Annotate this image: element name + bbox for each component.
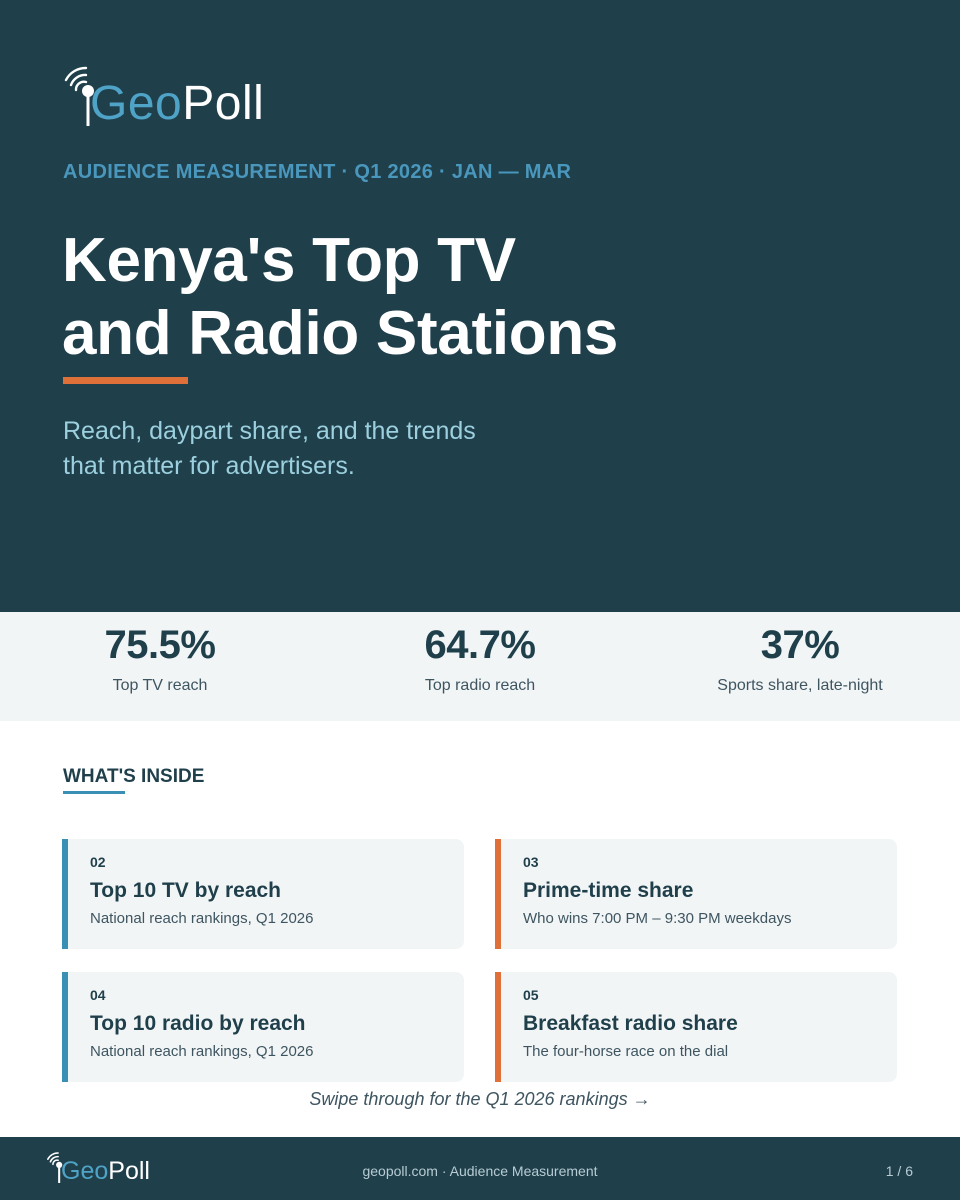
stat-label: Sports share, late-night	[717, 677, 883, 694]
signal-pin-icon	[45, 1152, 63, 1184]
page-title: Kenya's Top TV and Radio Stations	[62, 224, 618, 370]
card-description: National reach rankings, Q1 2026	[90, 1043, 314, 1060]
card-accent-bar	[495, 839, 501, 949]
title-line-2: and Radio Stations	[62, 299, 619, 368]
footer-geopoll-logo: GeoPoll	[45, 1152, 150, 1184]
card-description: The four-horse race on the dial	[523, 1043, 729, 1060]
card-top-tv[interactable]: 02 Top 10 TV by reach National reach ran…	[62, 839, 464, 949]
section-heading: WHAT'S INSIDE	[63, 766, 205, 787]
card-top-radio[interactable]: 04 Top 10 radio by reach National reach …	[62, 972, 464, 1082]
card-accent-bar	[495, 972, 501, 1082]
hero-panel: GeoPoll AUDIENCE MEASUREMENT · Q1 2026 ·…	[0, 0, 960, 612]
logo-poll-text: Poll	[108, 1157, 150, 1185]
signal-pin-icon	[62, 66, 94, 128]
card-description: National reach rankings, Q1 2026	[90, 910, 314, 927]
logo-geo-text: Geo	[90, 77, 183, 130]
card-title: Top 10 radio by reach	[90, 1012, 306, 1035]
subtitle: Reach, daypart share, and the trends tha…	[63, 414, 476, 484]
stat-sports-share: 37% Sports share, late-night	[640, 622, 960, 695]
stat-value: 75.5%	[104, 623, 216, 667]
card-title: Breakfast radio share	[523, 1012, 738, 1035]
card-number: 02	[90, 854, 106, 870]
card-number: 05	[523, 987, 539, 1003]
stats-band: 75.5% Top TV reach 64.7% Top radio reach…	[0, 612, 960, 721]
stat-label: Top radio reach	[424, 677, 536, 694]
card-accent-bar	[62, 972, 68, 1082]
swipe-hint: Swipe through for the Q1 2026 rankings →	[309, 1089, 651, 1109]
eyebrow-label: AUDIENCE MEASUREMENT · Q1 2026 · JAN — M…	[63, 161, 572, 183]
card-title: Prime-time share	[523, 879, 694, 902]
card-prime-time[interactable]: 03 Prime-time share Who wins 7:00 PM – 9…	[495, 839, 897, 949]
geopoll-logo: GeoPoll	[62, 66, 264, 128]
stat-value: 37%	[760, 623, 840, 667]
footer: GeoPoll geopoll.com · Audience Measureme…	[0, 1137, 960, 1200]
logo-geo-text: Geo	[61, 1157, 109, 1185]
logo-poll-text: Poll	[182, 77, 265, 130]
footer-site-link[interactable]: geopoll.com · Audience Measurement	[362, 1163, 598, 1179]
stat-value: 64.7%	[424, 623, 536, 667]
title-line-1: Kenya's Top TV	[62, 226, 516, 295]
subtitle-line-2: that matter for advertisers.	[63, 452, 355, 480]
title-underline	[63, 377, 188, 384]
card-breakfast-radio[interactable]: 05 Breakfast radio share The four-horse …	[495, 972, 897, 1082]
card-number: 03	[523, 854, 539, 870]
stat-radio-reach: 64.7% Top radio reach	[320, 622, 640, 695]
card-accent-bar	[62, 839, 68, 949]
section-underline	[63, 791, 125, 794]
stat-label: Top TV reach	[112, 677, 208, 694]
subtitle-line-1: Reach, daypart share, and the trends	[63, 417, 476, 445]
stat-tv-reach: 75.5% Top TV reach	[0, 622, 320, 695]
card-number: 04	[90, 987, 106, 1003]
card-title: Top 10 TV by reach	[90, 879, 281, 902]
page-indicator: 1 / 6	[885, 1163, 913, 1179]
card-description: Who wins 7:00 PM – 9:30 PM weekdays	[523, 910, 792, 927]
